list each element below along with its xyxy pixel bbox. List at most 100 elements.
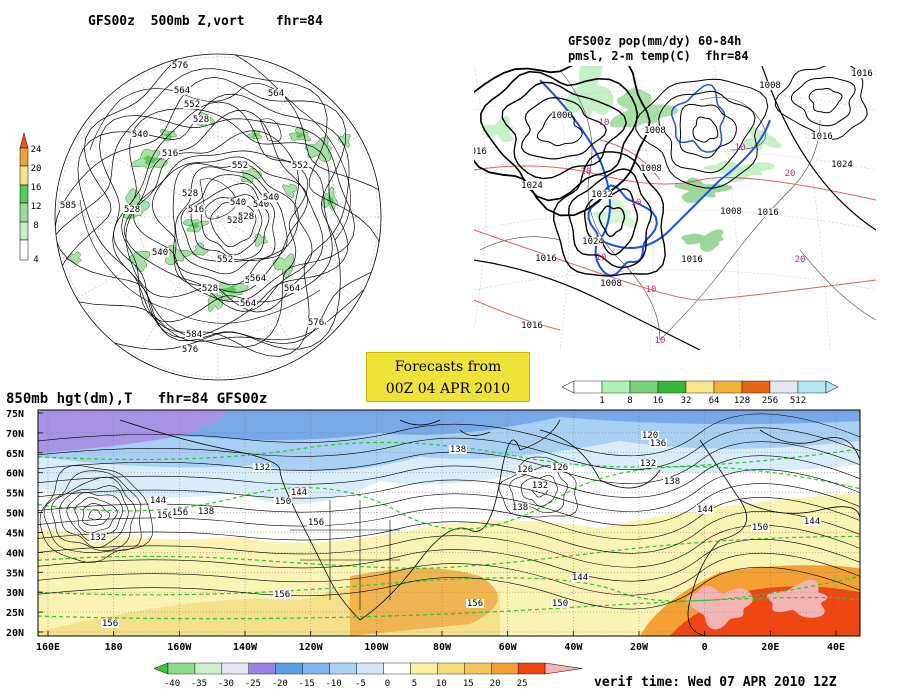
lon-label: 0 <box>702 642 708 653</box>
label-bg <box>229 198 247 207</box>
lon-label: 20W <box>630 642 649 653</box>
isobar <box>692 116 719 143</box>
height-label: 138 <box>664 477 680 487</box>
isobar <box>679 103 737 159</box>
vorticity-core <box>164 132 172 138</box>
meridian-line <box>217 216 301 361</box>
label-bg <box>183 100 201 109</box>
colorbar-bin <box>194 662 223 675</box>
height-label: 132 <box>90 533 106 543</box>
colorbar-bin <box>491 662 519 675</box>
label-bg <box>474 147 486 156</box>
isobar <box>598 205 626 238</box>
height-contour <box>38 483 860 526</box>
isobar-label: 1024 <box>831 160 853 170</box>
temperature-colorbar: -40 -35 -30 -25 -20 -15 -10 -5 0 5 10 15 20 25 <box>153 662 583 689</box>
meridian-line <box>74 216 219 300</box>
hottest-core <box>767 579 828 618</box>
height-contour <box>38 525 860 568</box>
contour-label: 540 <box>152 248 168 258</box>
label-bg <box>571 573 589 582</box>
isobar-label: 1016 <box>757 208 779 218</box>
colorbar-tick: 8 <box>33 221 38 231</box>
low-center-contour <box>39 465 154 563</box>
lon-label: 160E <box>36 642 60 653</box>
height-contour <box>38 427 860 470</box>
contour-label: 584 <box>186 330 202 340</box>
temperature-label: 10 <box>581 167 592 177</box>
forecast-init-box: Forecasts from 00Z 04 APR 2010 <box>366 352 530 402</box>
height-contour <box>99 115 355 348</box>
label-bg <box>171 508 189 517</box>
coastline <box>799 249 876 321</box>
label-bg <box>151 248 169 257</box>
height-contour <box>133 150 309 303</box>
height-contour <box>38 566 860 610</box>
height-contours <box>38 413 860 610</box>
precip-area <box>681 229 724 252</box>
temperature-label: 10 <box>655 336 666 346</box>
label-bg <box>551 463 569 472</box>
label-bg <box>531 481 549 490</box>
height-label: 144 <box>697 505 713 515</box>
vorticity-blob <box>273 253 295 278</box>
height-label: 132 <box>640 459 656 469</box>
colorbar-bin <box>248 662 276 675</box>
label-bg <box>552 111 572 120</box>
contour-label: 528 <box>193 115 209 125</box>
height-label: 132 <box>254 463 270 473</box>
lon-label: 40W <box>564 642 583 653</box>
precip-area <box>703 161 775 183</box>
contour-label: 528 <box>238 212 254 222</box>
lon-label: 120W <box>299 642 324 653</box>
meridian-line <box>74 134 219 218</box>
coastline <box>539 429 661 489</box>
state-borders <box>290 500 400 610</box>
height-label: 144 <box>291 488 307 498</box>
label-bg <box>751 523 769 532</box>
meridian-line <box>217 216 362 300</box>
colorbar-bin <box>437 662 465 675</box>
coastline <box>79 199 171 311</box>
label-bg <box>449 445 467 454</box>
contour-label: 564 <box>240 299 256 309</box>
coastline <box>699 97 766 151</box>
parallel-line <box>474 89 876 111</box>
lat-label: 30N <box>6 588 24 599</box>
height-label: 138 <box>450 445 466 455</box>
contour-label: 564 <box>250 274 266 284</box>
contour-label: 552 <box>292 161 308 171</box>
pop-graticule <box>474 66 876 350</box>
label-bg <box>641 431 659 440</box>
isobar <box>474 259 701 350</box>
colorbar-tick: 16 <box>31 183 42 193</box>
verif-time-label: verif time: Wed 07 APR 2010 12Z <box>594 675 837 690</box>
label-bg <box>181 189 199 198</box>
height-label: 138 <box>198 507 214 517</box>
850mb-axes: 75N 70N 65N 60N 55N 50N 45N 40N 35N 30N 25N 20N 160E… <box>6 409 845 653</box>
colorbar-bin <box>517 662 546 675</box>
meridian-line <box>135 73 219 218</box>
height-label: 126 <box>517 465 533 475</box>
panel-pop-title: GFS00z pop(mm/dy) 60-84h pmsl, 2-m temp(… <box>568 34 749 63</box>
parallel-line <box>474 149 876 171</box>
lat-label: 70N <box>6 429 24 440</box>
label-bg <box>197 507 215 516</box>
height-contour <box>125 110 324 313</box>
colorbar-tick: 5 <box>412 679 417 689</box>
temperature-contours <box>38 441 860 620</box>
colorbar-tick: 12 <box>31 202 42 212</box>
colorbar-bin <box>741 380 771 394</box>
height-label: 144 <box>572 573 588 583</box>
low-center-contour <box>43 470 142 553</box>
temperature-label: 10 <box>631 198 642 208</box>
height-label: 126 <box>552 463 568 473</box>
coastline <box>299 109 351 241</box>
contour-label: 564 <box>284 284 300 294</box>
colorbar-tick: 8 <box>627 396 632 406</box>
lat-label: 35N <box>6 568 24 579</box>
height-contour <box>180 174 276 263</box>
label-bg <box>192 115 210 124</box>
